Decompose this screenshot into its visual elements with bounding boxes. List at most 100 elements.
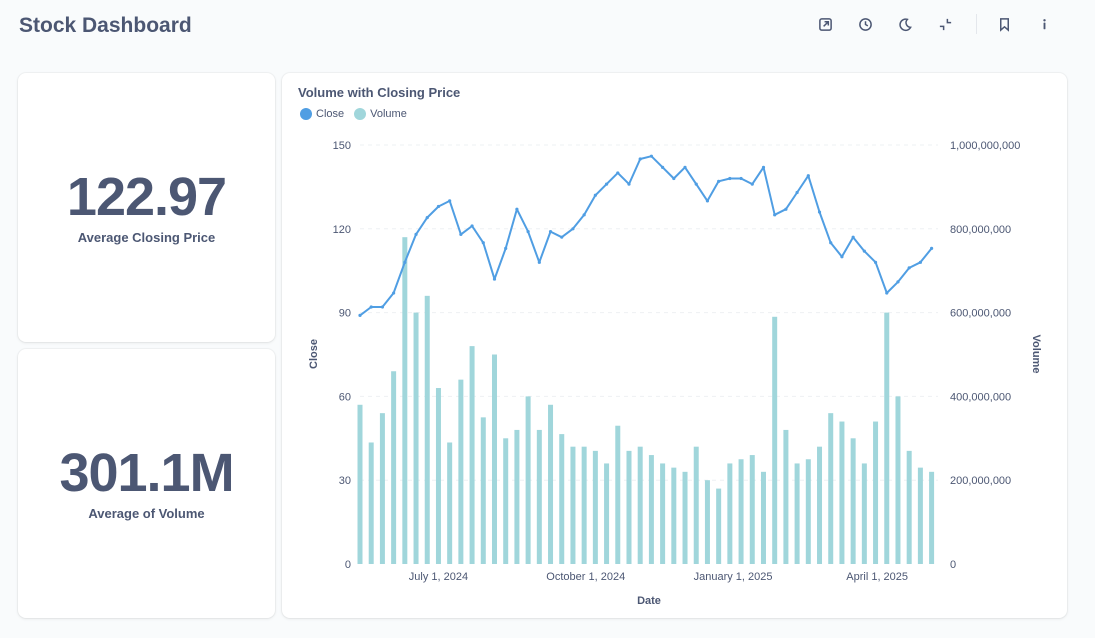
close-point <box>604 182 609 186</box>
page-title: Stock Dashboard <box>19 14 192 37</box>
info-button[interactable] <box>1031 12 1057 36</box>
avg-volume-card[interactable]: 301.1M Average of Volume <box>18 349 275 618</box>
legend-item-close[interactable]: Close <box>300 108 344 120</box>
moon-icon <box>898 17 912 31</box>
volume-bar <box>637 446 643 564</box>
share-icon <box>818 17 832 31</box>
volume-bar <box>817 446 823 564</box>
volume-bar <box>581 446 587 564</box>
close-point <box>470 224 474 228</box>
volume-bar <box>480 417 486 564</box>
share-button[interactable] <box>812 12 838 36</box>
volume-close-chart-card[interactable]: Volume with Closing Price Close Volume 0… <box>282 73 1067 618</box>
close-point <box>369 305 373 309</box>
close-point <box>526 229 530 234</box>
close-point <box>907 266 911 270</box>
close-point <box>739 176 743 181</box>
volume-bar <box>379 413 385 564</box>
dashboard-header: Stock Dashboard <box>0 0 1095 56</box>
volume-bar <box>704 480 710 564</box>
close-point <box>773 213 777 217</box>
volume-bar <box>626 450 632 564</box>
close-point <box>627 182 631 186</box>
close-point <box>750 182 754 186</box>
volume-bar <box>447 442 453 564</box>
close-point <box>560 235 564 239</box>
volume-bar <box>772 316 778 564</box>
close-point <box>661 165 665 169</box>
volume-bar <box>570 446 576 564</box>
x-tick-label: April 1, 2025 <box>846 571 908 583</box>
close-point <box>459 232 463 236</box>
close-point <box>683 165 687 169</box>
close-point <box>817 210 822 214</box>
auto-refresh-button[interactable] <box>852 12 878 36</box>
volume-bar <box>716 488 722 564</box>
avg-close-card[interactable]: 122.97 Average Closing Price <box>18 73 275 342</box>
volume-bar <box>794 463 800 564</box>
close-point <box>829 241 833 245</box>
avg-close-label: Average Closing Price <box>77 230 216 245</box>
y-left-tick-label: 90 <box>339 308 351 320</box>
y-left-axis-title: Close <box>308 339 320 369</box>
close-point <box>425 216 429 220</box>
chart-plot: 0 30 60 90 120 150 0 200,000,000 400,000,000 600,… <box>308 140 1042 607</box>
y-left-tick-label: 150 <box>333 140 351 152</box>
y-right-axis-title: Volume <box>1030 335 1042 374</box>
volume-bar <box>615 425 621 564</box>
volume-bar <box>884 312 890 564</box>
y-right-tick-label: 0 <box>950 559 956 571</box>
y-left-tick-label: 30 <box>339 475 351 487</box>
close-point <box>649 154 654 158</box>
close-point <box>492 277 497 281</box>
legend-item-volume[interactable]: Volume <box>354 108 407 120</box>
volume-bar <box>357 404 363 564</box>
x-tick-label: January 1, 2025 <box>694 571 773 583</box>
volume-bar <box>895 396 901 564</box>
dashboard-toolbar <box>812 12 1071 36</box>
x-tick-label: October 1, 2024 <box>546 571 625 583</box>
bookmark-icon <box>999 17 1009 32</box>
volume-bar <box>873 421 879 564</box>
avg-volume-value: 301.1M <box>59 443 234 503</box>
volume-bar <box>402 237 408 564</box>
bookmark-button[interactable] <box>991 12 1017 36</box>
close-point <box>873 260 878 264</box>
volume-bar <box>469 346 475 564</box>
volume-bar <box>592 450 598 564</box>
volume-bar <box>536 429 542 564</box>
volume-bar <box>660 463 666 564</box>
close-point <box>358 313 362 317</box>
volume-bar <box>368 442 374 564</box>
close-point <box>885 291 889 295</box>
y-right-tick-label: 400,000,000 <box>950 391 1011 403</box>
avg-close-value: 122.97 <box>66 167 227 227</box>
close-point <box>504 246 508 250</box>
legend-dot-close <box>300 108 312 120</box>
night-mode-button[interactable] <box>892 12 918 36</box>
close-point <box>705 199 710 203</box>
close-point <box>380 305 385 309</box>
close-point <box>593 193 597 197</box>
close-point <box>403 260 407 264</box>
volume-bar <box>413 312 419 564</box>
volume-bar <box>693 446 699 564</box>
volume-bar <box>491 354 497 564</box>
close-point <box>929 246 934 250</box>
close-point <box>851 235 855 239</box>
y-right-tick-label: 1,000,000,000 <box>950 140 1020 152</box>
x-tick-label: July 1, 2024 <box>409 571 468 583</box>
close-point <box>784 207 788 211</box>
close-point <box>840 255 844 259</box>
chart-title: Volume with Closing Price <box>298 85 461 100</box>
collapse-icon <box>939 18 951 30</box>
legend-label-close: Close <box>316 108 345 120</box>
y-left-tick-label: 0 <box>345 559 351 571</box>
close-point <box>481 241 485 245</box>
exit-fullscreen-button[interactable] <box>932 12 958 36</box>
legend-label-volume: Volume <box>370 108 407 120</box>
toolbar-divider <box>976 14 977 34</box>
volume-bar <box>760 471 766 564</box>
volume-bar <box>559 434 565 564</box>
close-point <box>537 260 541 264</box>
